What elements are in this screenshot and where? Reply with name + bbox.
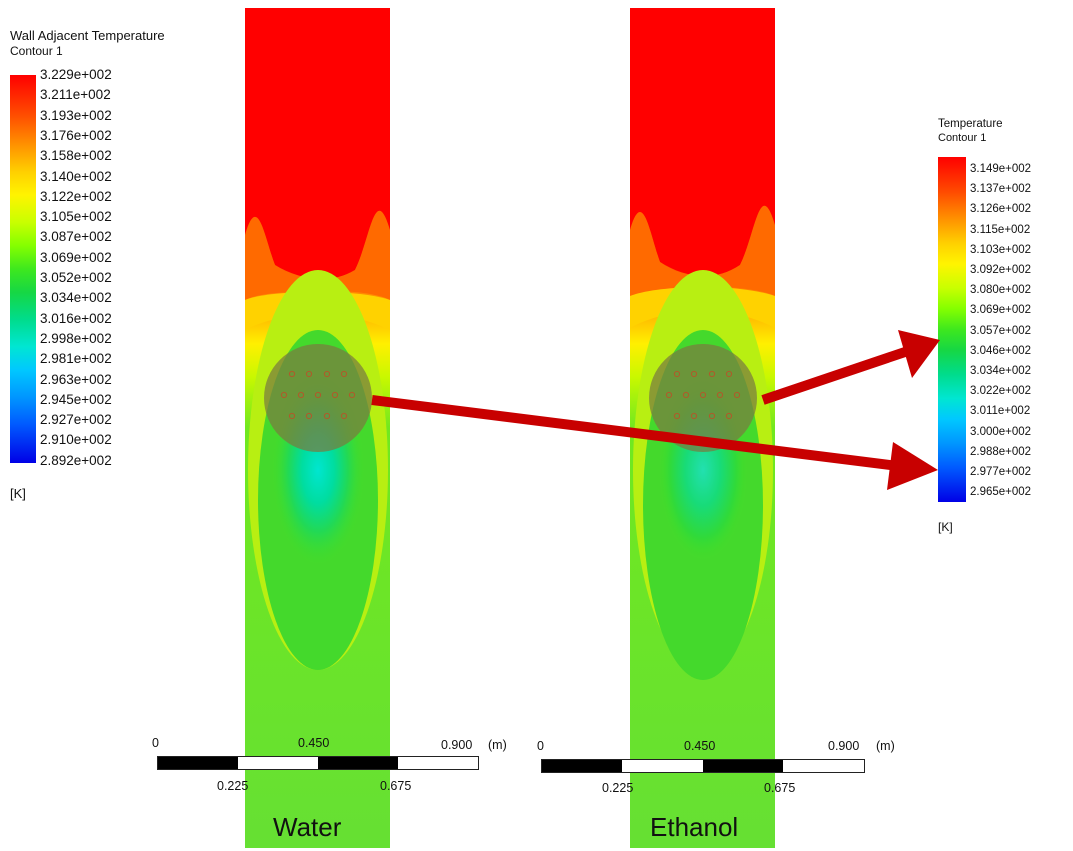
- tube-marker: [690, 412, 698, 420]
- legend-tick-label: 3.103e+002: [970, 243, 1032, 256]
- scale-unit-label: (m): [876, 739, 895, 753]
- scale-q3-label: 0.675: [380, 779, 412, 793]
- legend-tick-label: 2.963e+002: [40, 371, 112, 387]
- right-legend-unit: [K]: [938, 520, 953, 534]
- legend-tick-label: 3.057e+002: [970, 324, 1032, 337]
- tube-marker: [331, 391, 339, 399]
- legend-tick-label: 3.016e+002: [40, 310, 112, 326]
- tube-marker: [699, 391, 707, 399]
- tube-marker: [305, 370, 313, 378]
- legend-tick-label: 2.945e+002: [40, 391, 112, 407]
- scale-bar-graphic: [541, 759, 865, 773]
- legend-tick-label: 3.122e+002: [40, 188, 112, 204]
- tube-marker: [305, 412, 313, 420]
- legend-tick-label: 2.910e+002: [40, 432, 112, 448]
- legend-tick-label: 3.105e+002: [40, 209, 112, 225]
- tube-marker: [665, 391, 673, 399]
- scale-unit-label: (m): [488, 738, 507, 752]
- tube-marker: [708, 412, 716, 420]
- legend-tick-label: 3.193e+002: [40, 107, 112, 123]
- right-legend-title: Temperature: [938, 118, 1003, 130]
- legend-tick-label: 3.149e+002: [970, 163, 1032, 175]
- tube-marker: [673, 370, 681, 378]
- tube-marker: [323, 370, 331, 378]
- left-legend-colorbar: [10, 75, 36, 463]
- tube-marker: [682, 391, 690, 399]
- legend-tick-label: 3.092e+002: [970, 264, 1032, 276]
- tube-marker: [725, 412, 733, 420]
- legend-tick-label: 3.000e+002: [970, 425, 1032, 438]
- legend-tick-label: 3.137e+002: [970, 183, 1032, 196]
- legend-tick-label: 3.229e+002: [40, 67, 112, 82]
- scale-end-label: 0.900: [441, 738, 473, 752]
- legend-tick-label: 2.988e+002: [970, 445, 1032, 458]
- tube-marker: [708, 370, 716, 378]
- legend-tick-label: 2.998e+002: [40, 330, 112, 346]
- water-caption: Water: [273, 812, 342, 842]
- legend-tick-label: 2.927e+002: [40, 412, 112, 428]
- tube-marker: [297, 391, 305, 399]
- tube-marker: [690, 370, 698, 378]
- tube-marker: [673, 412, 681, 420]
- legend-tick-label: 2.977e+002: [970, 466, 1032, 478]
- scale-zero-label: 0: [152, 736, 159, 750]
- legend-tick-label: 3.140e+002: [40, 168, 112, 184]
- tube-marker: [348, 391, 356, 399]
- tube-marker: [340, 412, 348, 420]
- scale-q1-label: 0.225: [217, 779, 249, 793]
- legend-tick-label: 3.022e+002: [970, 385, 1032, 398]
- scale-zero-label: 0: [537, 739, 544, 753]
- right-legend-subtitle: Contour 1: [938, 132, 987, 144]
- tube-marker: [725, 370, 733, 378]
- legend-tick-label: 3.046e+002: [970, 344, 1032, 357]
- legend-tick-label: 3.211e+002: [40, 87, 111, 103]
- legend-tick-label: 3.080e+002: [970, 284, 1032, 297]
- tube-marker: [288, 370, 296, 378]
- tube-marker: [314, 391, 322, 399]
- tube-marker: [340, 370, 348, 378]
- tube-marker: [716, 391, 724, 399]
- legend-tick-label: 2.965e+002: [970, 486, 1032, 499]
- arrow-ethanol-to-legend: [761, 330, 940, 405]
- left-legend-subtitle: Contour 1: [10, 44, 63, 58]
- legend-tick-label: 3.115e+002: [970, 223, 1031, 236]
- legend-tick-label: 2.892e+002: [40, 452, 112, 468]
- legend-tick-label: 3.069e+002: [970, 304, 1032, 317]
- right-legend-colorbar: [938, 157, 966, 502]
- legend-tick-label: 3.011e+002: [970, 405, 1031, 418]
- scale-end-label: 0.900: [828, 739, 860, 753]
- scale-mid-label: 0.450: [684, 739, 716, 753]
- scale-bar-graphic: [157, 756, 479, 770]
- legend-tick-label: 3.052e+002: [40, 270, 112, 285]
- legend-tick-label: 3.034e+002: [970, 365, 1032, 377]
- scale-mid-label: 0.450: [298, 736, 330, 750]
- legend-tick-label: 3.087e+002: [40, 229, 112, 245]
- legend-tick-label: 3.126e+002: [970, 203, 1032, 216]
- legend-tick-label: 3.158e+002: [40, 148, 112, 164]
- ethanol-caption: Ethanol: [650, 812, 739, 842]
- tube-marker: [323, 412, 331, 420]
- left-legend-unit: [K]: [10, 486, 26, 501]
- tube-marker: [280, 391, 288, 399]
- scale-q3-label: 0.675: [764, 781, 796, 795]
- legend-tick-label: 3.176e+002: [40, 127, 112, 143]
- tube-marker: [733, 391, 741, 399]
- tube-marker: [288, 412, 296, 420]
- scale-q1-label: 0.225: [602, 781, 634, 795]
- legend-tick-label: 2.981e+002: [40, 351, 112, 367]
- left-legend-title: Wall Adjacent Temperature: [10, 28, 165, 43]
- legend-tick-label: 3.034e+002: [40, 290, 112, 306]
- legend-tick-label: 3.069e+002: [40, 249, 112, 265]
- arrow-water-to-legend: [371, 395, 938, 490]
